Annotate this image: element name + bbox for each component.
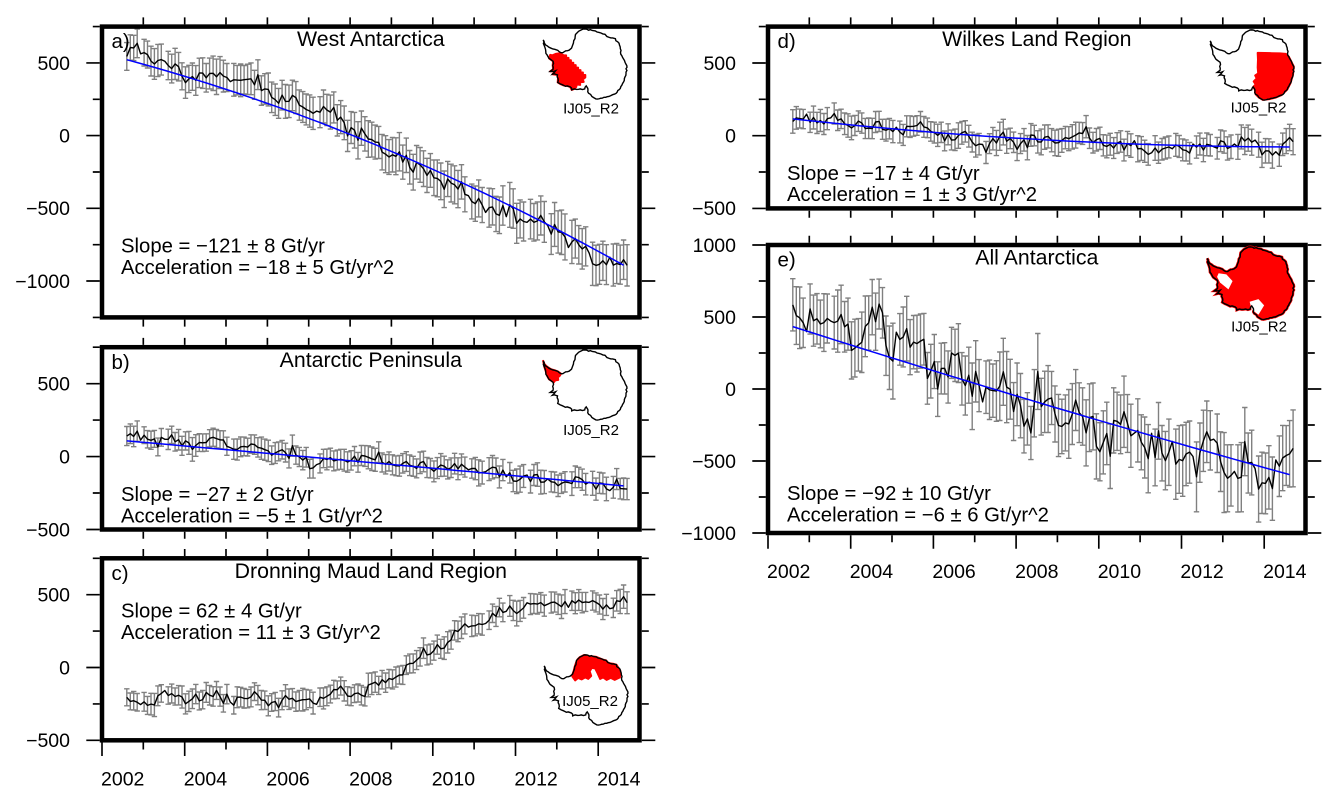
svg-text:Dronning Maud Land Region: Dronning Maud Land Region <box>235 559 507 583</box>
svg-text:0: 0 <box>59 657 70 679</box>
svg-text:500: 500 <box>37 585 70 607</box>
svg-text:2006: 2006 <box>266 768 309 790</box>
svg-text:2002: 2002 <box>101 768 144 790</box>
svg-text:Acceleration = −18 ± 5 Gt/yr^2: Acceleration = −18 ± 5 Gt/yr^2 <box>121 257 394 279</box>
svg-text:0: 0 <box>59 126 70 148</box>
svg-text:0: 0 <box>725 126 736 148</box>
svg-text:2012: 2012 <box>514 768 557 790</box>
svg-text:a): a) <box>112 30 130 53</box>
svg-text:−500: −500 <box>26 519 70 541</box>
svg-text:−500: −500 <box>26 198 70 220</box>
svg-text:2010: 2010 <box>1098 561 1142 583</box>
svg-text:Slope = −121 ± 8 Gt/yr: Slope = −121 ± 8 Gt/yr <box>121 236 325 258</box>
svg-text:−500: −500 <box>692 198 736 220</box>
svg-text:Slope = −17 ± 4 Gt/yr: Slope = −17 ± 4 Gt/yr <box>787 163 980 185</box>
svg-text:0: 0 <box>59 446 70 468</box>
svg-text:2014: 2014 <box>597 768 641 790</box>
svg-text:2008: 2008 <box>349 768 392 790</box>
svg-text:IJ05_R2: IJ05_R2 <box>1231 319 1287 336</box>
svg-text:2014: 2014 <box>1263 561 1307 583</box>
svg-text:500: 500 <box>703 53 736 75</box>
svg-text:−1000: −1000 <box>681 523 736 545</box>
svg-text:West Antarctica: West Antarctica <box>297 27 445 51</box>
svg-text:2004: 2004 <box>850 561 894 583</box>
svg-text:All Antarctica: All Antarctica <box>975 246 1098 270</box>
svg-text:500: 500 <box>703 307 736 329</box>
svg-text:−500: −500 <box>26 730 70 752</box>
svg-text:−500: −500 <box>692 451 736 473</box>
svg-text:Antarctic Peninsula: Antarctic Peninsula <box>280 348 462 372</box>
svg-text:Acceleration = 11 ± 3 Gt/yr^2: Acceleration = 11 ± 3 Gt/yr^2 <box>121 622 381 644</box>
svg-text:2012: 2012 <box>1180 561 1223 583</box>
svg-text:c): c) <box>112 562 129 585</box>
svg-text:IJ05_R2: IJ05_R2 <box>1231 100 1287 117</box>
svg-text:−1000: −1000 <box>15 271 70 293</box>
svg-text:500: 500 <box>37 374 70 396</box>
svg-text:2002: 2002 <box>767 561 810 583</box>
svg-text:2004: 2004 <box>184 768 228 790</box>
svg-text:Slope = −27 ± 2 Gt/yr: Slope = −27 ± 2 Gt/yr <box>121 484 314 506</box>
svg-text:500: 500 <box>37 53 70 75</box>
svg-text:2008: 2008 <box>1015 561 1058 583</box>
svg-text:1000: 1000 <box>693 235 737 257</box>
svg-text:Acceleration = 1 ± 3 Gt/yr^2: Acceleration = 1 ± 3 Gt/yr^2 <box>787 184 1037 206</box>
svg-text:IJ05_R2: IJ05_R2 <box>563 101 619 118</box>
svg-text:Acceleration = −5 ± 1 Gt/yr^2: Acceleration = −5 ± 1 Gt/yr^2 <box>121 506 383 528</box>
svg-text:e): e) <box>778 249 796 272</box>
svg-text:Wilkes Land Region: Wilkes Land Region <box>942 27 1131 51</box>
svg-text:b): b) <box>112 351 130 374</box>
svg-text:Slope = −92 ± 10 Gt/yr: Slope = −92 ± 10 Gt/yr <box>787 483 991 505</box>
svg-text:IJ05_R2: IJ05_R2 <box>563 422 619 439</box>
svg-text:2010: 2010 <box>432 768 476 790</box>
svg-text:2006: 2006 <box>932 561 975 583</box>
svg-text:0: 0 <box>725 379 736 401</box>
svg-text:d): d) <box>778 30 796 53</box>
svg-text:IJ05_R2: IJ05_R2 <box>562 693 618 710</box>
svg-text:Acceleration = −6 ± 6 Gt/yr^2: Acceleration = −6 ± 6 Gt/yr^2 <box>787 505 1049 527</box>
svg-text:Slope = 62 ± 4 Gt/yr: Slope = 62 ± 4 Gt/yr <box>121 601 302 623</box>
